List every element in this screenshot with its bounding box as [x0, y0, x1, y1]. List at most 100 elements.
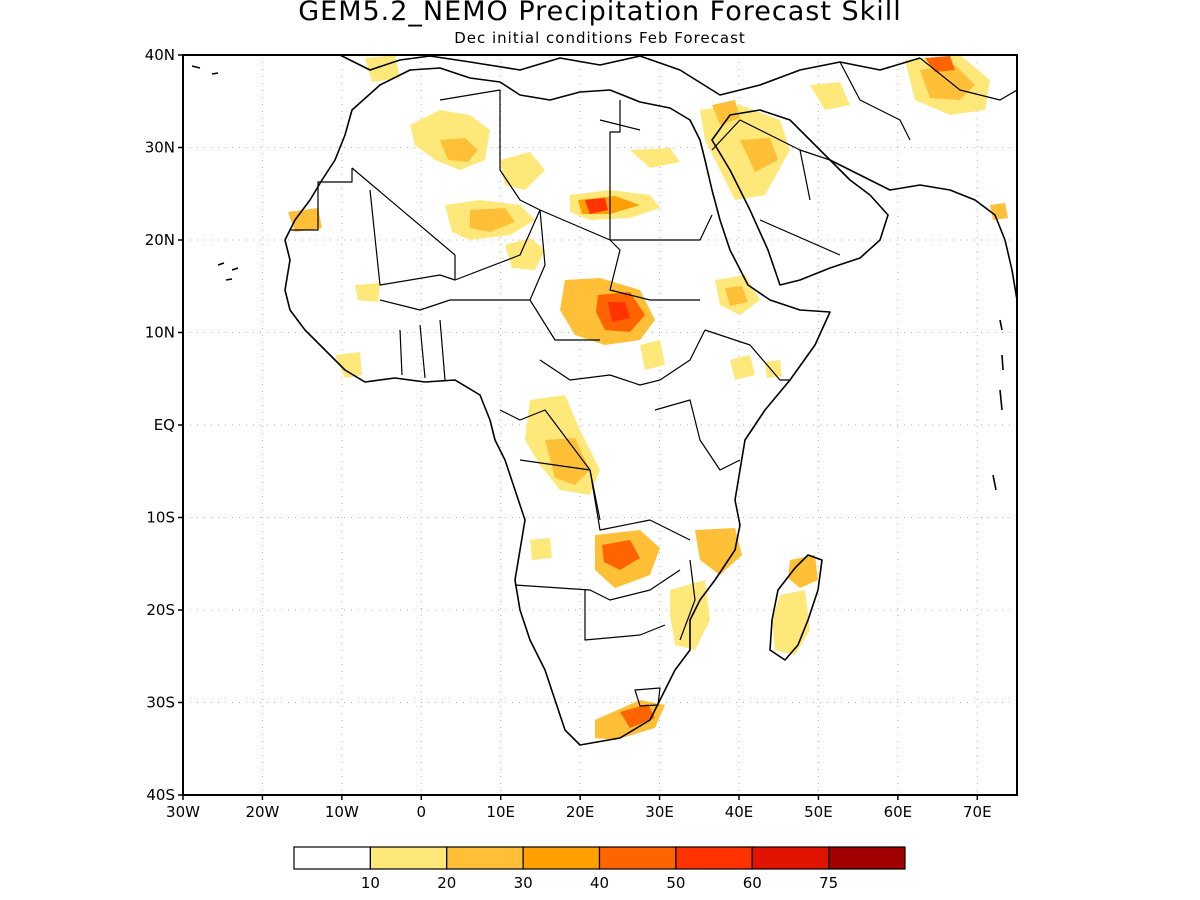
lat-tick-label: EQ — [154, 416, 175, 434]
map-title: GEM5.2_NEMO Precipitation Forecast Skill — [298, 0, 902, 27]
map-frame — [182, 54, 1018, 796]
africa-coastline — [284, 67, 831, 746]
graticule — [183, 55, 1017, 795]
colorbar-swatch — [598, 846, 677, 870]
colorbar-label: 60 — [743, 874, 762, 892]
skill-area-sudan-peak — [608, 302, 630, 322]
border-line — [634, 687, 661, 707]
skill-area-levant — [712, 100, 740, 125]
skill-area-libya-peak — [585, 198, 608, 214]
lat-tick-label: 40S — [146, 786, 175, 804]
lat-tick-label: 20N — [145, 231, 175, 249]
colorbar-label: 40 — [590, 874, 609, 892]
lat-tick-label: 10S — [146, 509, 175, 527]
border-line — [654, 399, 741, 471]
lon-tick-label: 10W — [325, 803, 359, 821]
mediterranean-north-coast — [339, 55, 921, 96]
border-line — [610, 214, 713, 241]
lon-tick-label: 30W — [166, 803, 200, 821]
skill-shading — [288, 55, 1008, 740]
border-line — [711, 119, 831, 161]
skill-area-south-africa-core — [620, 704, 655, 728]
border-line — [399, 319, 446, 381]
skill-area-arabia-core — [740, 138, 778, 172]
border-line — [584, 590, 666, 641]
colorbar-swatch — [751, 846, 830, 870]
colorbar-label: 75 — [819, 874, 838, 892]
skill-area-somalia — [730, 355, 755, 380]
skill-area-mali — [355, 283, 380, 302]
colorbar-label: 20 — [437, 874, 456, 892]
border-line — [499, 90, 541, 211]
skill-area-congo-core — [545, 438, 590, 485]
lon-tick-label: 60E — [884, 803, 913, 821]
skill-area-ethiopia-core — [725, 286, 748, 306]
border-line — [839, 61, 911, 141]
lon-tick-label: 40E — [725, 803, 754, 821]
iran-coastline — [829, 159, 1017, 301]
skill-area-algeria-north — [500, 152, 545, 190]
border-line — [369, 189, 456, 286]
border-line — [290, 168, 353, 231]
border-line — [539, 329, 706, 386]
arabia-coastline — [711, 109, 889, 286]
colorbar-label: 50 — [666, 874, 685, 892]
colorbar-label: 10 — [361, 874, 380, 892]
lon-tick-label: 0 — [417, 803, 427, 821]
border-line — [919, 57, 1017, 101]
colorbar-swatch — [446, 846, 524, 870]
lon-tick-label: 20W — [245, 803, 279, 821]
lat-tick-label: 10N — [145, 324, 175, 342]
indian-ocean-islands — [992, 319, 1004, 491]
skill-area-madagascar — [772, 590, 810, 655]
skill-area-western-sahara — [288, 208, 322, 232]
lat-tick-label: 30N — [145, 139, 175, 157]
skill-area-guinea — [335, 352, 362, 378]
lat-tick-label: 30S — [146, 694, 175, 712]
skill-area-niger-core — [470, 208, 515, 232]
lat-tick-label: 40N — [145, 46, 175, 64]
lon-tick-label: 50E — [804, 803, 833, 821]
coastlines — [191, 55, 1017, 746]
skill-area-iraq — [810, 82, 850, 110]
lat-tick-label: 20S — [146, 601, 175, 619]
skill-area-india — [990, 203, 1008, 220]
lon-tick-label: 10E — [486, 803, 515, 821]
border-line — [609, 239, 700, 301]
border-line — [704, 329, 790, 381]
cape-verde-islands — [191, 65, 219, 75]
skill-area-somalia-east — [765, 360, 782, 378]
border-line — [519, 459, 691, 541]
map-subtitle: Dec initial conditions Feb Forecast — [454, 29, 746, 47]
skill-area-zambia-core — [602, 540, 640, 570]
colorbar-swatch — [293, 846, 371, 870]
skill-area-south-sudan — [640, 340, 665, 370]
skill-area-sahara-core — [440, 138, 478, 162]
lon-tick-label: 20E — [566, 803, 595, 821]
skill-area-mozambique — [695, 528, 742, 575]
border-line — [679, 559, 696, 641]
colorbar-label: 30 — [514, 874, 533, 892]
skill-area-madagascar-north — [788, 555, 818, 588]
skill-area-iran-core — [920, 65, 975, 100]
country-borders — [290, 57, 1017, 707]
colorbar-swatch — [369, 846, 448, 870]
skill-area-egypt — [630, 148, 680, 168]
skill-area-angola — [530, 538, 552, 560]
skill-area-morocco — [365, 55, 400, 82]
madagascar-coastline — [769, 554, 823, 661]
border-line — [759, 149, 841, 256]
border-line — [439, 89, 641, 131]
colorbar-swatch — [828, 846, 906, 870]
skill-area-arabia — [700, 105, 790, 200]
border-line — [351, 167, 611, 281]
lon-tick-label: 70E — [963, 803, 992, 821]
lon-tick-label: 30E — [645, 803, 674, 821]
border-line — [514, 569, 681, 601]
canary-islands — [217, 262, 239, 281]
colorbar: 10 20 30 40 50 60 75 — [293, 846, 906, 892]
border-line — [379, 299, 530, 311]
skill-area-chad — [505, 238, 545, 270]
